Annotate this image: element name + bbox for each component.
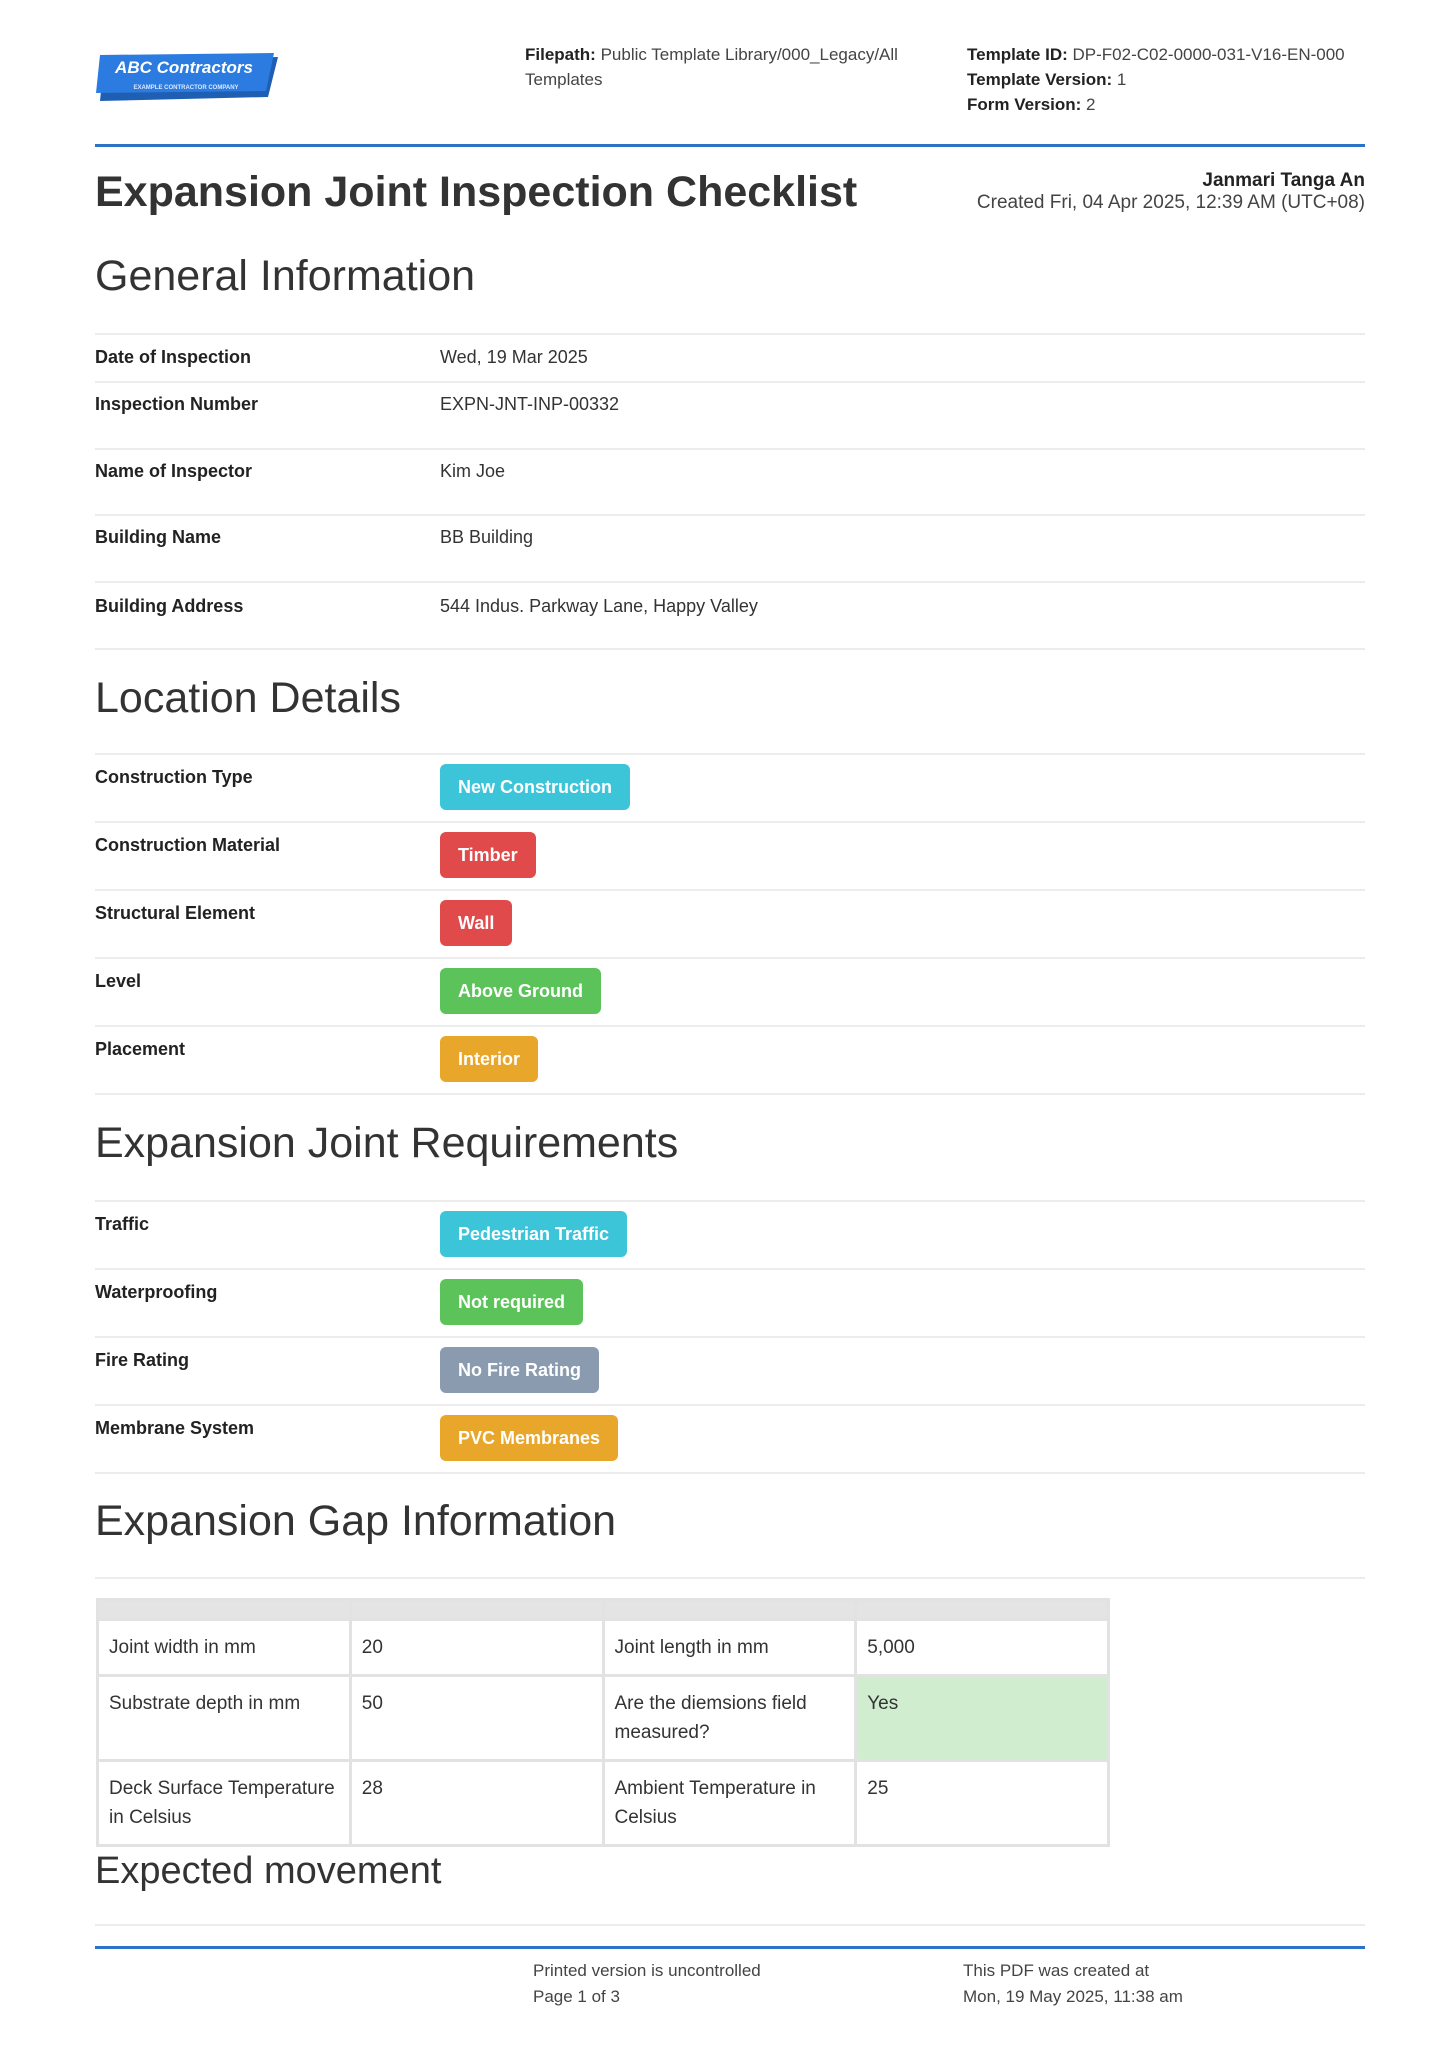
filepath-label: Filepath: [525,45,596,64]
row-label: Construction Material [95,835,281,855]
status-badge: Interior [440,1036,539,1082]
status-badge: No Fire Rating [440,1347,600,1393]
section-heading-movement: Expected movement [95,1850,442,1892]
footer-right: This PDF was created at Mon, 19 May 2025,… [963,1958,1183,2010]
status-badge: Not required [440,1279,584,1325]
cell-label: Deck Surface Temperature in Celsius [96,1759,352,1847]
status-badge: PVC Membranes [440,1415,619,1461]
cell-label: Substrate depth in mm [96,1674,352,1762]
form-version-label: Form Version: [967,95,1082,114]
author-name: Janmari Tanga An [1202,170,1365,191]
uncontrolled-note: Printed version is uncontrolled [533,1961,761,1980]
section-heading-general: General Information [95,252,476,300]
divider [95,333,1365,335]
pdf-created-label: This PDF was created at [963,1961,1150,1980]
cell-label: Ambient Temperature in Celsius [601,1759,858,1847]
cell-label: Joint width in mm [96,1618,352,1677]
cell-value: 25 [854,1759,1110,1847]
table-row: Deck Surface Temperature in Celsius 28 Amb… [96,1759,1110,1847]
divider [95,1025,1365,1027]
table-row: Joint width in mm 20 Joint length in mm 5,0… [96,1618,1110,1677]
pdf-created-date: Mon, 19 May 2025, 11:38 am [963,1987,1183,2006]
row-value: 544 Indus. Parkway Lane, Happy Valley [440,596,758,616]
status-badge: New Construction [440,764,631,810]
form-version: 2 [1086,95,1096,114]
divider [95,581,1365,583]
row-label: Inspection Number [95,394,259,414]
row-value: EXPN-JNT-INP-00332 [440,394,620,414]
row-label: Structural Element [95,903,256,923]
cell-value: 20 [348,1618,605,1677]
status-badge: Pedestrian Traffic [440,1211,628,1257]
header-divider [95,144,1365,147]
section-heading-requirements: Expansion Joint Requirements [95,1119,679,1167]
status-badge: Timber [440,832,536,878]
status-badge: Wall [440,900,513,946]
gap-table: Joint width in mm 20 Joint length in mm 5,0… [96,1598,1110,1847]
divider [95,1200,1365,1202]
row-label: Waterproofing [95,1282,218,1302]
author-info: Janmari Tanga An Created Fri, 04 Apr 2025… [977,170,1365,214]
row-label: Name of Inspector [95,461,253,481]
row-label: Traffic [95,1214,150,1234]
divider [95,1404,1365,1406]
row-value: BB Building [440,527,534,547]
divider [95,821,1365,823]
template-version-label: Template Version: [967,70,1113,89]
divider [95,1268,1365,1270]
cell-value: 28 [348,1759,605,1847]
divider [95,1093,1365,1095]
company-logo: ABC Contractors EXAMPLE CONTRACTOR COMPA… [96,53,278,101]
table-row: Substrate depth in mm 50 Are the diemsions… [96,1674,1110,1762]
cell-label: Joint length in mm [601,1618,858,1677]
filepath-value: Public Template Library/000_Legacy/All T… [525,45,898,89]
divider [95,381,1365,383]
row-label: Level [95,971,142,991]
status-badge: Above Ground [440,968,601,1014]
footer-center: Printed version is uncontrolled Page 1 of… [533,1958,761,2010]
divider [95,648,1365,650]
cell-value-yes: Yes [854,1674,1110,1762]
row-label: Fire Rating [95,1350,190,1370]
divider [95,753,1365,755]
cell-label: Are the diemsions field measured? [601,1674,858,1762]
template-version: 1 [1116,70,1127,89]
divider [95,1577,1365,1579]
template-id-label: Template ID: [967,45,1068,64]
divider [95,1472,1365,1474]
divider [95,1924,1365,1926]
template-meta: Template ID: DP-F02-C02-0000-031-V16-EN-… [967,42,1345,117]
section-heading-location: Location Details [95,674,401,722]
created-date: Created Fri, 04 Apr 2025, 12:39 AM (UTC+… [976,192,1365,213]
page-title: Expansion Joint Inspection Checklist [95,168,858,216]
svg-text:ABC Contractors: ABC Contractors [114,58,253,77]
cell-value: 50 [348,1674,605,1762]
template-id: DP-F02-C02-0000-031-V16-EN-000 [1072,45,1345,64]
row-label: Building Address [95,596,244,616]
footer-divider [95,1946,1365,1949]
divider [95,957,1365,959]
section-heading-gap: Expansion Gap Information [95,1497,617,1545]
divider [95,448,1365,450]
page-number: Page 1 of 3 [533,1987,620,2006]
row-label: Building Name [95,527,222,547]
svg-text:EXAMPLE CONTRACTOR COMPANY: EXAMPLE CONTRACTOR COMPANY [133,85,238,91]
row-label: Construction Type [95,767,253,787]
filepath: Filepath: Public Template Library/000_Le… [525,42,925,92]
row-label: Membrane System [95,1418,255,1438]
divider [95,514,1365,516]
cell-value: 5,000 [854,1618,1110,1677]
row-value: Kim Joe [440,461,506,481]
row-label: Placement [95,1039,186,1059]
row-value: Wed, 19 Mar 2025 [440,347,588,367]
divider [95,889,1365,891]
row-label: Date of Inspection [95,347,252,367]
divider [95,1336,1365,1338]
